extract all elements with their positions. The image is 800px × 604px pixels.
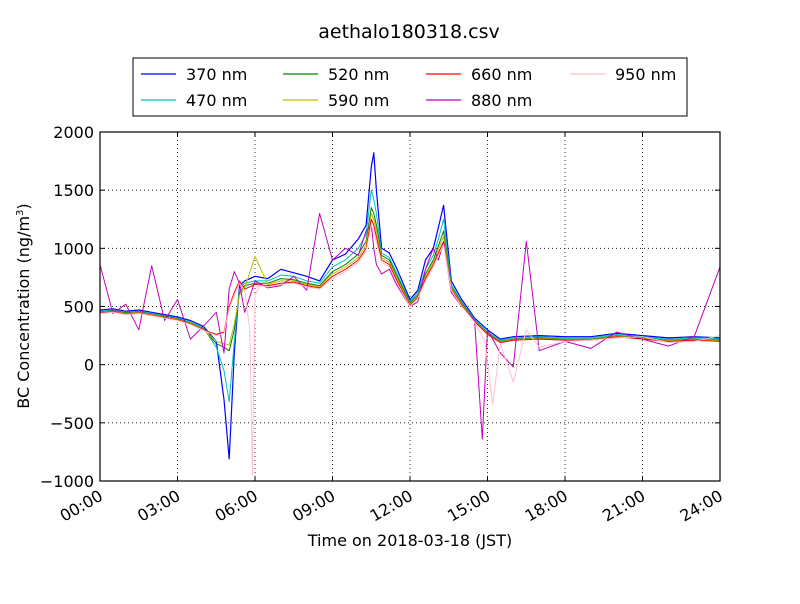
legend-label: 950 nm <box>615 65 676 84</box>
legend-label: 590 nm <box>328 91 389 110</box>
series-line-880-nm <box>100 212 720 440</box>
x-tick-label: 21:00 <box>599 486 648 526</box>
x-tick-label: 03:00 <box>134 486 183 526</box>
series-line-660-nm <box>100 218 720 344</box>
y-tick-label: 1000 <box>53 239 94 258</box>
x-tick-label: 09:00 <box>289 486 338 526</box>
series-line-520-nm <box>100 207 720 352</box>
legend-label: 520 nm <box>328 65 389 84</box>
grid-lines <box>100 132 720 481</box>
x-axis-label: Time on 2018-03-18 (JST) <box>307 531 512 550</box>
x-tick-label: 18:00 <box>522 486 571 526</box>
y-axis-label-end: ) <box>14 203 33 209</box>
legend-label: 370 nm <box>186 65 247 84</box>
y-tick-labels: 2000 1500 1000 500 0 −500 −1000 <box>40 123 94 491</box>
legend: 370 nm 470 nm 520 nm 590 nm 660 nm 880 nm 950 … <box>132 57 688 117</box>
y-axis-label: BC Concentration (ng/m3) <box>14 203 33 408</box>
series-line-950-nm <box>100 224 720 476</box>
y-tick-label: 0 <box>84 356 94 375</box>
legend-label: 880 nm <box>471 91 532 110</box>
y-tick-label: 1500 <box>53 181 94 200</box>
series-line-590-nm <box>100 212 720 346</box>
legend-label: 470 nm <box>186 91 247 110</box>
x-tick-label: 24:00 <box>677 486 726 526</box>
y-tick-label: 500 <box>63 298 94 317</box>
x-tick-label: 06:00 <box>212 486 261 526</box>
legend-items: 370 nm 470 nm 520 nm 590 nm 660 nm 880 nm 950 … <box>141 65 676 110</box>
x-tick-label: 00:00 <box>57 486 106 526</box>
y-axis-label-text: BC Concentration (ng/m <box>14 216 33 409</box>
legend-box <box>132 57 688 117</box>
legend-label: 660 nm <box>471 65 532 84</box>
x-tick-labels: 00:00 03:00 06:00 09:00 12:00 15:00 18:00 21:00… <box>57 486 726 526</box>
y-tick-label: −1000 <box>40 472 94 491</box>
y-tick-label: −500 <box>50 414 94 433</box>
axis-ticks <box>99 131 721 482</box>
x-tick-label: 12:00 <box>367 486 416 526</box>
series-lines <box>100 152 720 476</box>
y-tick-label: 2000 <box>53 123 94 142</box>
chart-title: aethalo180318.csv <box>318 21 500 43</box>
y-axis-label-superscript: 3 <box>15 210 26 216</box>
x-tick-label: 15:00 <box>444 486 493 526</box>
